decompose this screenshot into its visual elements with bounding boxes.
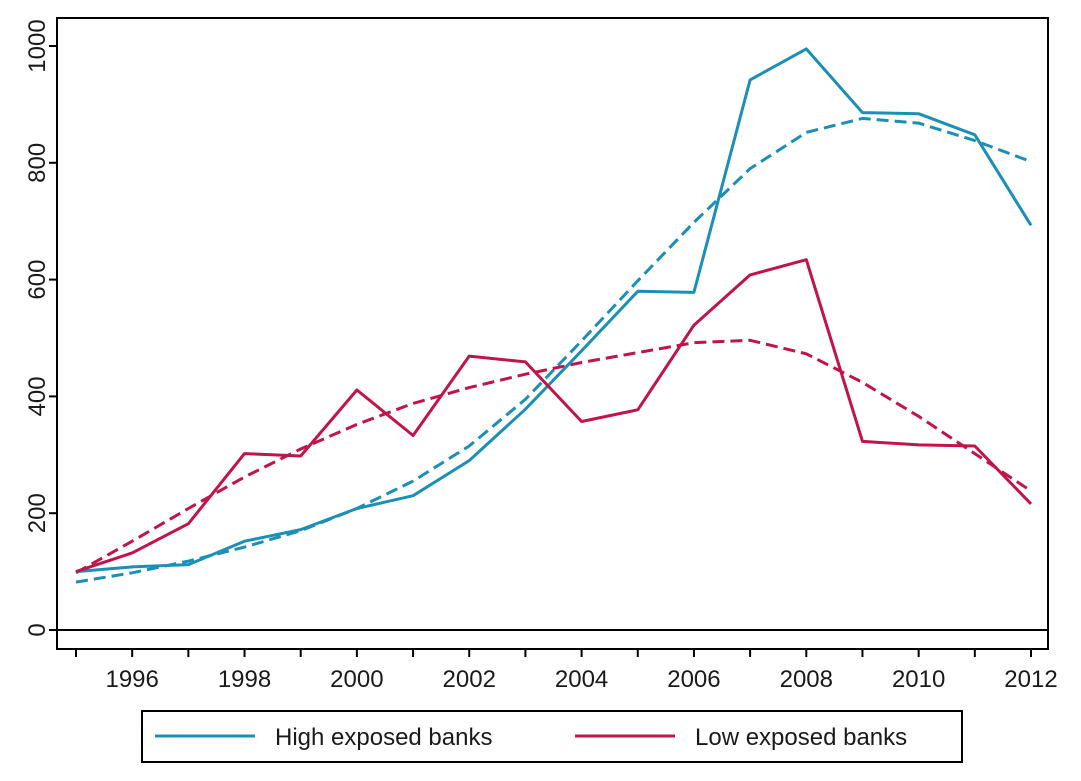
series-point-high-exposed: [467, 458, 472, 463]
series-point-low-exposed: [860, 439, 865, 444]
trend-point-low-exposed: [411, 401, 416, 406]
trend-point-low-exposed: [804, 351, 809, 356]
trend-point-low-exposed: [354, 422, 359, 427]
trend-point-low-exposed: [242, 475, 247, 480]
trend-point-low-exposed: [298, 447, 303, 452]
trend-point-low-exposed: [748, 338, 753, 343]
x-tick-label: 2006: [667, 666, 720, 693]
series-point-high-exposed: [523, 407, 528, 412]
legend-box: [141, 710, 963, 763]
series-point-high-exposed: [354, 506, 359, 511]
axes: 0 200 400 600 800 1000 1996 1998 2000 2002 2004 200…: [24, 19, 1058, 693]
series-point-low-exposed: [523, 359, 528, 364]
series-point-high-exposed: [972, 132, 977, 137]
series-point-high-exposed: [242, 539, 247, 544]
x-tick-label: 2004: [555, 666, 608, 693]
series-point-high-exposed: [916, 111, 921, 116]
trend-point-high-exposed: [579, 338, 584, 343]
trend-point-low-exposed: [1029, 489, 1034, 494]
series-point-high-exposed: [860, 110, 865, 115]
x-tick-label: 1998: [218, 666, 271, 693]
series-point-low-exposed: [804, 257, 809, 262]
series-point-low-exposed: [130, 550, 135, 555]
trend-point-low-exposed: [972, 451, 977, 456]
trend-point-low-exposed: [579, 360, 584, 365]
series-point-high-exposed: [1029, 223, 1034, 228]
y-tick-label: 800: [24, 143, 51, 183]
trend-point-low-exposed: [916, 414, 921, 419]
series-point-low-exposed: [972, 444, 977, 449]
series-point-low-exposed: [579, 419, 584, 424]
trend-line-high-exposed: [75, 116, 1032, 584]
series-point-low-exposed: [411, 433, 416, 438]
trend-point-low-exposed: [523, 372, 528, 377]
trend-point-high-exposed: [467, 444, 472, 449]
series-point-low-exposed: [298, 454, 303, 459]
series-point-low-exposed: [74, 569, 79, 574]
series-point-high-exposed: [298, 527, 303, 532]
trend-point-low-exposed: [130, 539, 135, 544]
series-point-high-exposed: [579, 348, 584, 353]
series-point-low-exposed: [916, 442, 921, 447]
plot-frame: [56, 17, 1049, 650]
series-point-high-exposed: [130, 564, 135, 569]
trend-point-high-exposed: [74, 580, 79, 585]
trend-point-low-exposed: [186, 506, 191, 511]
series-layer: [74, 46, 1034, 585]
series-point-high-exposed: [804, 46, 809, 51]
series-point-low-exposed: [748, 272, 753, 277]
trend-point-high-exposed: [691, 220, 696, 225]
series-line-high-exposed: [75, 47, 1033, 574]
trend-point-low-exposed: [860, 380, 865, 385]
series-point-low-exposed: [635, 407, 640, 412]
legend-label-high-exposed: High exposed banks: [275, 724, 492, 751]
trend-point-high-exposed: [635, 278, 640, 283]
trend-point-high-exposed: [916, 121, 921, 126]
x-tick-label: 1996: [105, 666, 158, 693]
trend-point-high-exposed: [242, 545, 247, 550]
series-point-low-exposed: [691, 323, 696, 328]
legend-label-low-exposed: Low exposed banks: [695, 724, 907, 751]
series-point-low-exposed: [354, 388, 359, 393]
trend-point-high-exposed: [748, 166, 753, 171]
trend-point-high-exposed: [1029, 159, 1034, 164]
series-point-low-exposed: [1029, 501, 1034, 506]
x-tick-label: 2008: [780, 666, 833, 693]
series-point-high-exposed: [748, 77, 753, 82]
series-point-high-exposed: [186, 562, 191, 567]
trend-line-low-exposed: [75, 338, 1032, 575]
trend-point-high-exposed: [860, 116, 865, 121]
trend-point-high-exposed: [804, 130, 809, 135]
y-tick-label: 200: [24, 493, 51, 533]
y-tick-label: 1000: [24, 19, 51, 72]
trend-point-low-exposed: [467, 385, 472, 390]
y-tick-label: 0: [24, 623, 51, 636]
x-tick-label: 2000: [330, 666, 383, 693]
trend-point-low-exposed: [691, 340, 696, 345]
trend-point-high-exposed: [130, 570, 135, 575]
x-tick-label: 2002: [443, 666, 496, 693]
series-point-low-exposed: [242, 451, 247, 456]
series-point-low-exposed: [467, 354, 472, 359]
trend-point-high-exposed: [411, 479, 416, 484]
series-point-low-exposed: [186, 521, 191, 526]
series-line-low-exposed: [75, 258, 1033, 574]
y-tick-label: 600: [24, 260, 51, 300]
y-tick-label: 400: [24, 376, 51, 416]
x-tick-label: 2012: [1004, 666, 1057, 693]
trend-point-low-exposed: [635, 350, 640, 355]
legend: High exposed banks Low exposed banks: [141, 710, 963, 763]
series-point-high-exposed: [691, 290, 696, 295]
series-point-high-exposed: [411, 493, 416, 498]
trend-point-high-exposed: [523, 397, 528, 402]
series-point-high-exposed: [635, 289, 640, 294]
x-tick-label: 2010: [892, 666, 945, 693]
